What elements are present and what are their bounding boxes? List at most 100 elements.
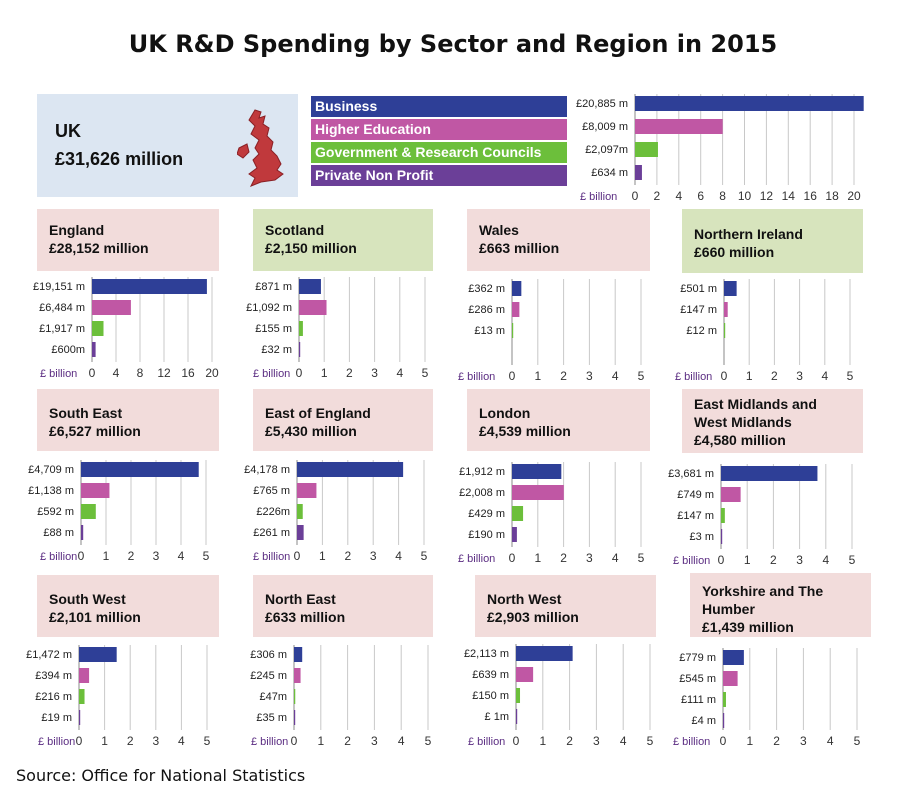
unit-label: £ billion — [253, 551, 290, 563]
tick-label: 4 — [113, 366, 120, 380]
tick-label: 20 — [847, 189, 861, 203]
data-label: £13 m — [474, 325, 505, 337]
data-label: £47m — [259, 691, 287, 703]
data-label: £19 m — [41, 712, 72, 724]
data-label: £4 m — [692, 715, 716, 727]
tick-label: 18 — [825, 189, 839, 203]
tick-label: 0 — [718, 553, 725, 567]
unit-label: £ billion — [458, 553, 495, 565]
tick-label: 3 — [586, 369, 593, 383]
legend-item-private-non-profit: Private Non Profit — [311, 165, 567, 186]
region-name: Northern Ireland — [694, 226, 803, 242]
bar — [79, 668, 90, 683]
tick-label: 3 — [370, 549, 377, 563]
bar — [635, 165, 642, 180]
region-box-east-of-england: East of England £5,430 million — [253, 389, 433, 451]
tick-label: 20 — [205, 366, 219, 380]
tick-label: 2 — [771, 369, 778, 383]
data-label: £147 m — [677, 510, 714, 522]
uk-total-box: UK £31,626 million — [37, 94, 298, 197]
tick-label: 1 — [746, 369, 753, 383]
tick-label: 1 — [746, 734, 753, 748]
region-name: North West — [487, 591, 562, 607]
bar — [79, 689, 85, 704]
tick-label: 2 — [560, 369, 567, 383]
region-box-south-west: South West £2,101 million — [37, 575, 219, 637]
region-name: North East — [265, 591, 336, 607]
bar — [723, 671, 738, 686]
bar — [92, 279, 207, 294]
tick-label: 0 — [513, 734, 520, 748]
tick-label: 2 — [344, 549, 351, 563]
bar — [512, 323, 514, 338]
data-label: £4,178 m — [244, 464, 290, 476]
bar — [79, 647, 117, 662]
bar — [299, 279, 321, 294]
tick-label: 0 — [721, 369, 728, 383]
region-name: South East — [49, 405, 123, 421]
region-name: East of England — [265, 405, 371, 421]
data-label: £3,681 m — [668, 468, 714, 480]
tick-label: 1 — [319, 549, 326, 563]
region-total: £4,580 million — [694, 432, 786, 448]
data-label: £592 m — [37, 506, 74, 518]
data-label: £639 m — [472, 669, 509, 681]
tick-label: 5 — [849, 553, 856, 567]
tick-label: 4 — [178, 549, 185, 563]
region-total: £663 million — [479, 240, 560, 256]
tick-label: 3 — [796, 553, 803, 567]
region-total: £2,903 million — [487, 609, 579, 625]
unit-label: £ billion — [253, 368, 290, 380]
tick-label: 3 — [586, 551, 593, 565]
region-name: Wales — [479, 222, 519, 238]
bar — [299, 342, 301, 357]
legend-label: Business — [315, 98, 378, 114]
tick-label: 3 — [800, 734, 807, 748]
tick-label: 2 — [128, 549, 135, 563]
region-total: £6,527 million — [49, 423, 141, 439]
data-label: £634 m — [591, 167, 628, 179]
tick-label: 5 — [647, 734, 654, 748]
region-box-wales: Wales £663 million — [467, 209, 650, 271]
bar — [299, 300, 327, 315]
tick-label: 5 — [638, 369, 645, 383]
unit-label: £ billion — [468, 736, 505, 748]
bar — [721, 466, 818, 481]
tick-label: 4 — [821, 369, 828, 383]
bar — [512, 485, 564, 500]
legend-item-business: Business — [311, 96, 567, 117]
tick-label: 1 — [534, 369, 541, 383]
tick-label: 5 — [425, 734, 432, 748]
tick-label: 1 — [534, 551, 541, 565]
tick-label: 1 — [539, 734, 546, 748]
bar — [299, 321, 303, 336]
tick-label: 3 — [153, 549, 160, 563]
bar — [297, 483, 317, 498]
tick-label: 0 — [291, 734, 298, 748]
bar — [512, 302, 520, 317]
unit-label: £ billion — [458, 371, 495, 383]
data-label: £2,008 m — [459, 487, 505, 499]
region-box-northern-ireland: Northern Ireland £660 million — [682, 209, 863, 273]
data-label: £871 m — [255, 281, 292, 293]
tick-label: 2 — [344, 734, 351, 748]
bar — [294, 689, 296, 704]
legend-item-government: Government & Research Councils — [311, 142, 567, 163]
unit-label: £ billion — [38, 736, 75, 748]
tick-label: 1 — [103, 549, 110, 563]
bar — [723, 692, 726, 707]
tick-label: 4 — [178, 734, 185, 748]
tick-label: 6 — [697, 189, 704, 203]
data-label: £150 m — [472, 690, 509, 702]
region-total: £1,439 million — [702, 619, 794, 635]
region-name: South West — [49, 591, 126, 607]
data-label: £600m — [51, 344, 85, 356]
data-label: £545 m — [679, 673, 716, 685]
